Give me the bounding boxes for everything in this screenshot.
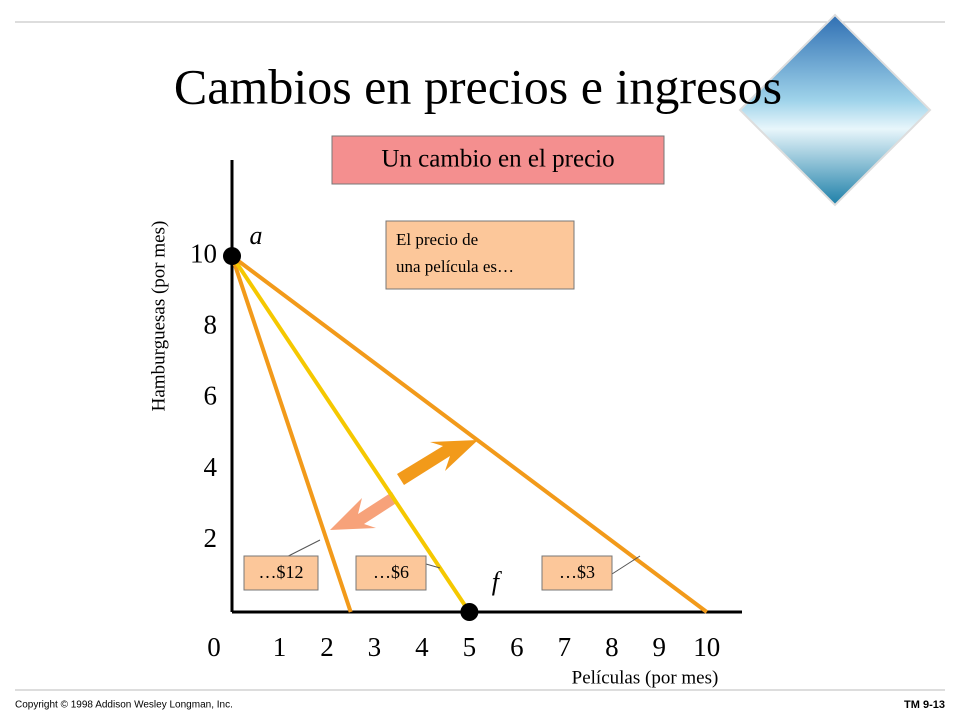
x-tick-label: 4 — [415, 632, 429, 662]
legend-label: …$6 — [373, 562, 409, 582]
legend-box — [541, 555, 613, 591]
annotation: El precio de — [396, 230, 478, 249]
slide-number: TM 9-13 — [904, 699, 945, 711]
subtitle: Un cambio en el precio — [381, 146, 614, 173]
budget-line — [230, 254, 472, 614]
label-connector — [611, 555, 641, 575]
point — [460, 603, 479, 621]
title: Cambios en precios e ingresos — [174, 58, 782, 114]
x-tick-label: 1 — [273, 632, 287, 662]
x-tick-label: 8 — [605, 632, 619, 662]
legend-box — [243, 555, 319, 591]
legend-box — [355, 555, 427, 591]
y-tick-label: 2 — [204, 523, 218, 553]
x-tick-label: 5 — [463, 632, 477, 662]
legend-label: …$3 — [559, 562, 595, 582]
subtitle-box — [331, 135, 665, 185]
copyright: Copyright © 1998 Addison Wesley Longman,… — [15, 700, 233, 711]
y-tick-label: 10 — [190, 238, 217, 268]
y-tick-label: 6 — [204, 381, 218, 411]
point — [223, 247, 241, 266]
x-tick-label: 10 — [693, 632, 720, 662]
y-tick-label: 4 — [204, 452, 218, 482]
double-arrow — [330, 440, 478, 530]
point-label: f — [492, 567, 503, 596]
x-tick-label: 6 — [510, 632, 524, 662]
y-tick-label: 8 — [204, 309, 218, 339]
budget-line — [230, 254, 708, 614]
point-label: a — [250, 221, 263, 250]
budget-line — [230, 255, 353, 613]
label-connector — [288, 539, 321, 557]
x-tick-label: 2 — [320, 632, 334, 662]
legend-label: …$12 — [259, 562, 304, 582]
x-tick-label: 0 — [207, 632, 221, 662]
decor-image — [738, 13, 932, 207]
annotation-box — [385, 220, 575, 290]
x-tick-label: 3 — [368, 632, 382, 662]
x-axis-label: Películas (por mes) — [572, 667, 719, 688]
annotation: una película es… — [396, 257, 514, 276]
y-axis-label: Hamburguesas (por mes) — [148, 221, 169, 412]
x-tick-label: 7 — [558, 632, 572, 662]
x-tick-label: 9 — [653, 632, 667, 662]
